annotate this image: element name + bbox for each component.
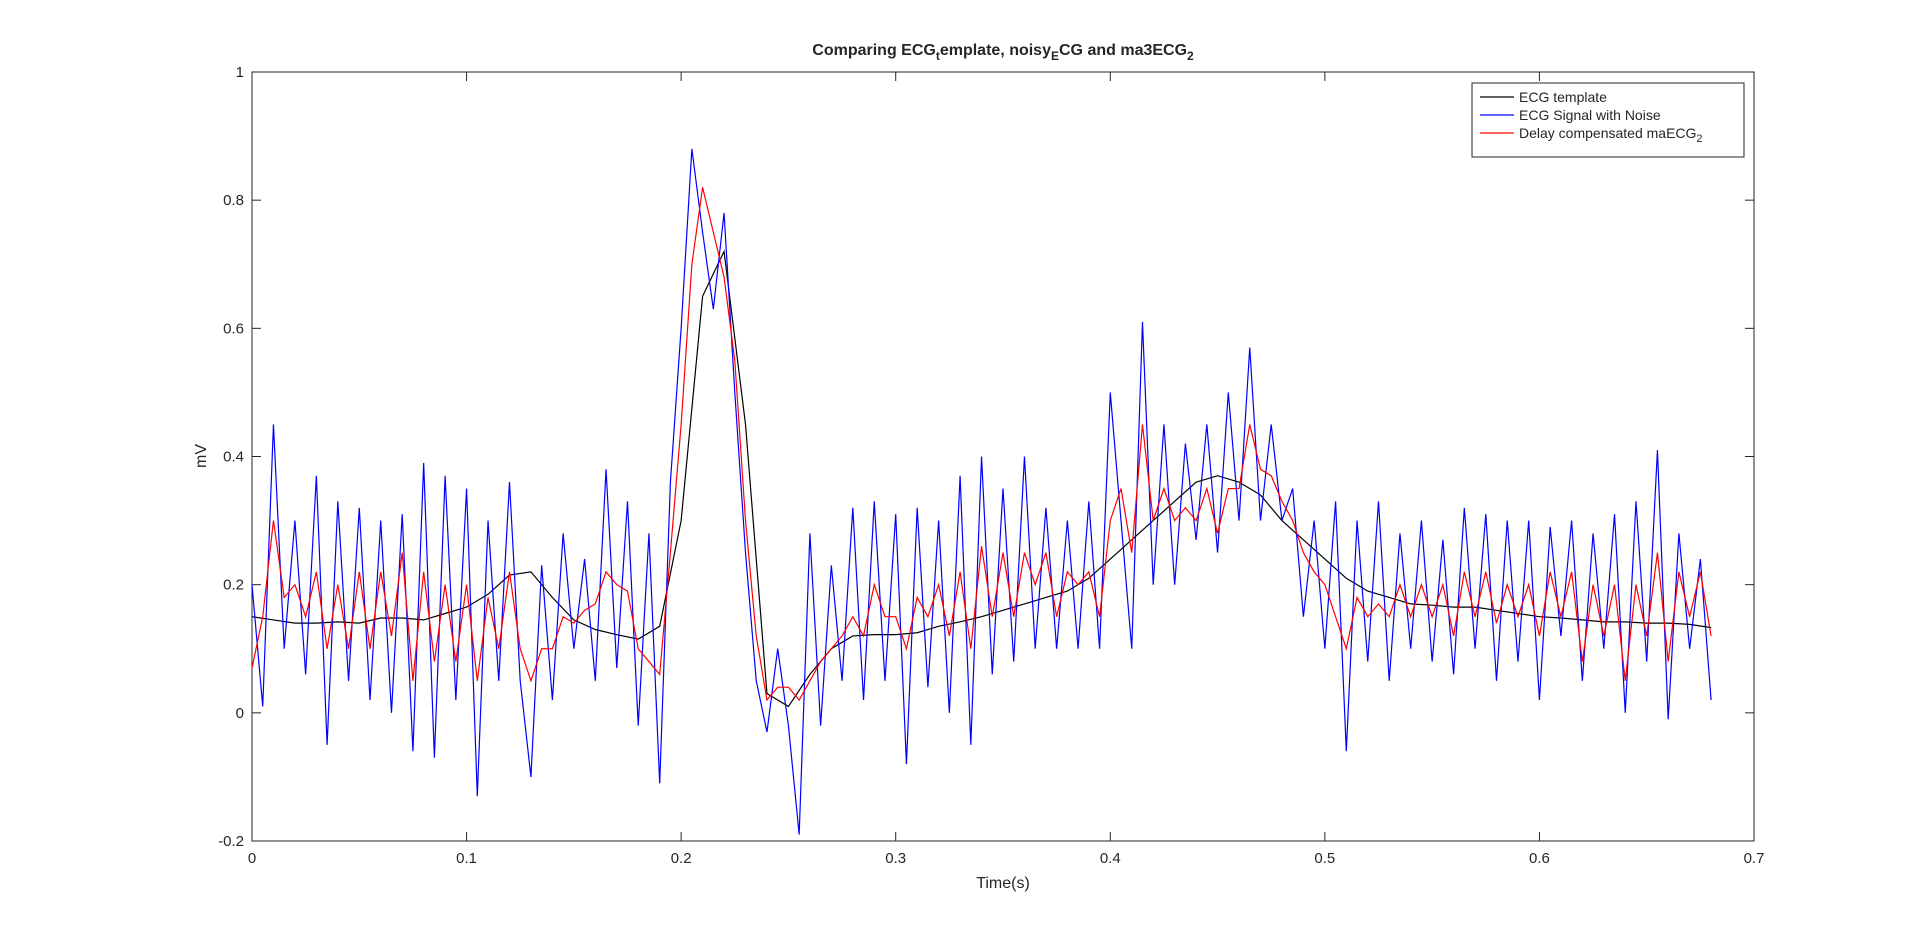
y-tick-label: 0 <box>236 705 244 722</box>
y-tick-label: 0.6 <box>223 320 244 337</box>
x-tick-label: 0.1 <box>456 850 477 867</box>
legend-label: ECG Signal with Noise <box>1519 107 1661 123</box>
x-axis-label: Time(s) <box>976 875 1030 892</box>
legend-name-sub: 2 <box>1696 133 1702 145</box>
legend-name: ECG template <box>1519 89 1607 105</box>
y-axis-label: mV <box>193 444 210 468</box>
x-tick-label: 0.2 <box>671 850 692 867</box>
x-tick-label: 0.6 <box>1529 850 1550 867</box>
title-segment: Comparing ECG <box>812 42 936 59</box>
y-tick-label: 0.2 <box>223 577 244 594</box>
x-tick-label: 0 <box>248 850 256 867</box>
y-tick-label: 0.8 <box>223 192 244 209</box>
plot-area <box>251 71 1755 842</box>
y-tick-label: 1 <box>236 64 244 81</box>
title-segment: emplate, noisy <box>940 42 1051 59</box>
x-tick-label: 0.3 <box>885 850 906 867</box>
y-tick-label: -0.2 <box>218 833 244 850</box>
y-tick-label: 0.4 <box>223 449 244 466</box>
title-segment: 2 <box>1187 49 1194 63</box>
chart-title: Comparing ECGtemplate, noisyECG and ma3E… <box>812 42 1194 63</box>
x-tick-label: 0.7 <box>1744 850 1765 867</box>
legend-label: Delay compensated maECG2 <box>1519 125 1703 145</box>
legend-name: ECG Signal with Noise <box>1519 107 1661 123</box>
series-line <box>251 187 1712 702</box>
x-tick-label: 0.5 <box>1314 850 1335 867</box>
title-segment: t <box>936 49 940 63</box>
title-segment: CG and ma3ECG <box>1059 42 1187 59</box>
legend-name: Delay compensated maECG <box>1519 125 1696 141</box>
series-line <box>251 148 1712 835</box>
series-line <box>251 249 1712 708</box>
legend-box <box>1471 82 1745 158</box>
legend-label: ECG template <box>1519 89 1607 105</box>
x-tick-label: 0.4 <box>1100 850 1121 867</box>
title-segment: E <box>1051 49 1059 63</box>
